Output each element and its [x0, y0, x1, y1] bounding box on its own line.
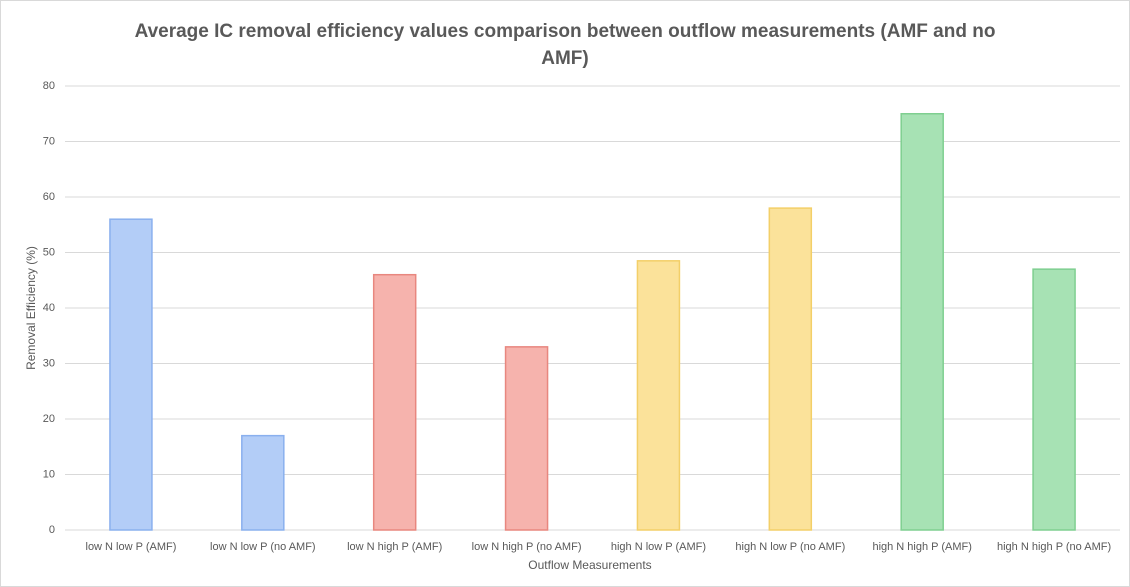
y-tick-label: 50 [43, 246, 55, 258]
bar [636, 260, 681, 531]
x-tick-label: high N high P (no AMF) [997, 541, 1111, 553]
bar [1032, 268, 1076, 531]
y-tick-label: 10 [43, 468, 55, 480]
y-axis-label: Removal Efficiency (%) [24, 246, 38, 370]
y-tick-label: 20 [43, 413, 55, 425]
x-tick-label: low N high P (AMF) [347, 541, 442, 553]
y-tick-label: 40 [43, 302, 55, 314]
x-tick-label: low N low P (no AMF) [210, 541, 316, 553]
bar [900, 113, 944, 531]
x-tick-label: low N high P (no AMF) [472, 541, 582, 553]
bar [109, 218, 153, 531]
x-axis-label: Outflow Measurements [528, 558, 651, 572]
y-tick-label: 70 [43, 135, 55, 147]
y-tick-label: 60 [43, 191, 55, 203]
bar [768, 207, 813, 531]
bar [241, 434, 285, 531]
x-tick-label: high N high P (AMF) [872, 541, 971, 553]
x-tick-label: high N low P (no AMF) [735, 541, 845, 553]
x-tick-label: low N low P (AMF) [86, 541, 177, 553]
x-tick-label: high N low P (AMF) [611, 541, 706, 553]
y-tick-label: 80 [43, 80, 55, 92]
chart-title: Average IC removal efficiency values com… [134, 21, 996, 69]
bar [372, 273, 417, 531]
y-tick-label: 30 [43, 357, 55, 369]
y-tick-label: 0 [49, 524, 55, 536]
bar [504, 346, 549, 531]
